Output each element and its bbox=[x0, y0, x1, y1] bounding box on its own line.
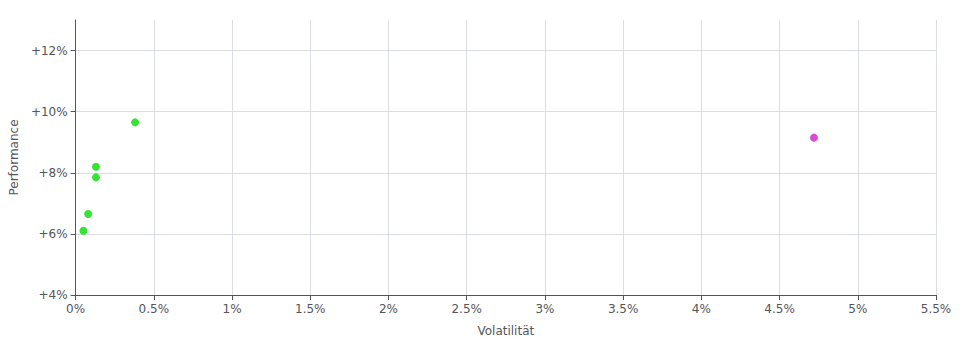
svg-text:1%: 1% bbox=[223, 302, 242, 316]
svg-text:5%: 5% bbox=[848, 302, 867, 316]
svg-text:+8%: +8% bbox=[39, 166, 68, 180]
svg-text:1.5%: 1.5% bbox=[295, 302, 326, 316]
svg-text:2%: 2% bbox=[379, 302, 398, 316]
svg-text:+10%: +10% bbox=[31, 105, 68, 119]
svg-text:+6%: +6% bbox=[39, 227, 68, 241]
svg-text:3.5%: 3.5% bbox=[608, 302, 639, 316]
svg-text:2.5%: 2.5% bbox=[451, 302, 482, 316]
svg-text:Performance: Performance bbox=[7, 119, 21, 195]
svg-text:0%: 0% bbox=[66, 302, 85, 316]
svg-text:+12%: +12% bbox=[31, 44, 68, 58]
svg-text:4.5%: 4.5% bbox=[764, 302, 795, 316]
svg-text:+4%: +4% bbox=[39, 288, 68, 302]
svg-text:Volatilität: Volatilität bbox=[477, 324, 534, 338]
svg-text:3%: 3% bbox=[535, 302, 554, 316]
svg-text:0.5%: 0.5% bbox=[139, 302, 170, 316]
svg-text:4%: 4% bbox=[692, 302, 711, 316]
svg-text:5.5%: 5.5% bbox=[921, 302, 952, 316]
